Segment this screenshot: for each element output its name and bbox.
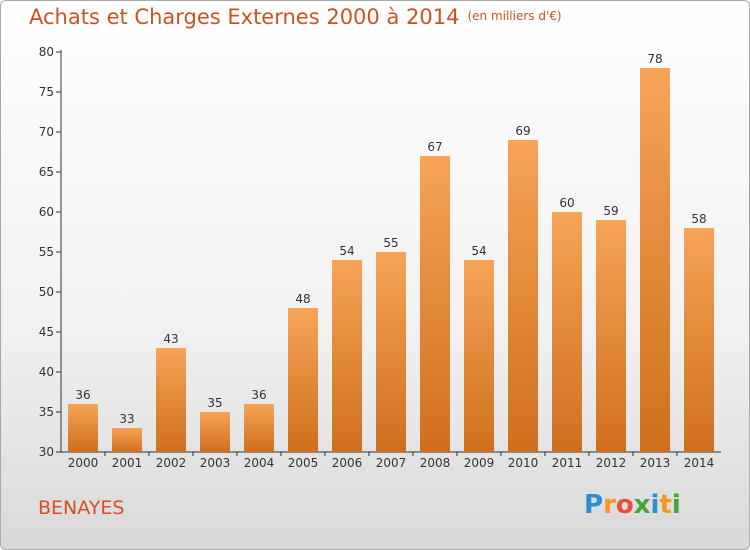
bar-value-label: 33 xyxy=(119,412,134,426)
x-tick-label: 2010 xyxy=(508,456,539,470)
x-tick-label: 2007 xyxy=(376,456,407,470)
bar-2012 xyxy=(596,220,626,452)
x-tick-label: 2005 xyxy=(288,456,319,470)
bar-2001 xyxy=(112,428,142,452)
y-tick-label: 40 xyxy=(39,365,54,379)
chart-title: Achats et Charges Externes 2000 à 2014 (e… xyxy=(29,5,562,29)
bars: 36 33 43 35 36 48 54 55 67 54 69 60 59 78 58 xyxy=(68,52,714,452)
bar-value-label: 54 xyxy=(471,244,486,258)
bar-2007 xyxy=(376,252,406,452)
bar-2013 xyxy=(640,68,670,452)
bar-2006 xyxy=(332,260,362,452)
bar-2004 xyxy=(244,404,274,452)
x-tick-label: 2006 xyxy=(332,456,363,470)
bar-value-label: 55 xyxy=(383,236,398,250)
commune-name: BENAYES xyxy=(38,497,125,519)
x-tick-label: 2012 xyxy=(596,456,627,470)
bar-2008 xyxy=(420,156,450,452)
x-tick-label: 2003 xyxy=(200,456,231,470)
bar-2005 xyxy=(288,308,318,452)
proxiti-logo: Proxiti xyxy=(584,490,681,520)
bar-value-label: 48 xyxy=(295,292,310,306)
bar-value-label: 58 xyxy=(691,212,706,226)
y-tick-label: 55 xyxy=(39,245,54,259)
y-tick-label: 65 xyxy=(39,165,54,179)
y-tick-label: 60 xyxy=(39,205,54,219)
y-tick-label: 35 xyxy=(39,405,54,419)
bar-value-label: 54 xyxy=(339,244,354,258)
y-axis: 30 35 40 45 50 55 60 65 70 75 80 xyxy=(39,45,62,459)
x-tick-label: 2014 xyxy=(684,456,715,470)
bar-value-label: 69 xyxy=(515,124,530,138)
bar-2002 xyxy=(156,348,186,452)
bar-value-label: 35 xyxy=(207,396,222,410)
y-tick-label: 30 xyxy=(39,445,54,459)
x-tick-label: 2004 xyxy=(244,456,275,470)
bar-value-label: 59 xyxy=(603,204,618,218)
bar-value-label: 78 xyxy=(647,52,662,66)
bar-value-label: 67 xyxy=(427,140,442,154)
bar-2009 xyxy=(464,260,494,452)
y-tick-label: 70 xyxy=(39,125,54,139)
y-tick-label: 75 xyxy=(39,85,54,99)
x-tick-label: 2008 xyxy=(420,456,451,470)
x-tick-label: 2002 xyxy=(156,456,187,470)
x-tick-label: 2009 xyxy=(464,456,495,470)
title-unit: (en milliers d'€) xyxy=(467,9,562,23)
x-axis: 2000 2001 2002 2003 2004 2005 2006 2007 2008 2009… xyxy=(61,451,721,470)
x-tick-label: 2013 xyxy=(640,456,671,470)
bar-value-label: 43 xyxy=(163,332,178,346)
bar-value-label: 60 xyxy=(559,196,574,210)
y-tick-label: 50 xyxy=(39,285,54,299)
y-tick-label: 45 xyxy=(39,325,54,339)
x-tick-label: 2000 xyxy=(68,456,99,470)
x-tick-label: 2001 xyxy=(112,456,143,470)
bar-2011 xyxy=(552,212,582,452)
bar-value-label: 36 xyxy=(75,388,90,402)
bar-2000 xyxy=(68,404,98,452)
bar-value-label: 36 xyxy=(251,388,266,402)
y-tick-label: 80 xyxy=(39,45,54,59)
bar-2010 xyxy=(508,140,538,452)
x-tick-label: 2011 xyxy=(552,456,583,470)
bar-2003 xyxy=(200,412,230,452)
title-text: Achats et Charges Externes 2000 à 2014 xyxy=(29,5,460,29)
bar-2014 xyxy=(684,228,714,452)
